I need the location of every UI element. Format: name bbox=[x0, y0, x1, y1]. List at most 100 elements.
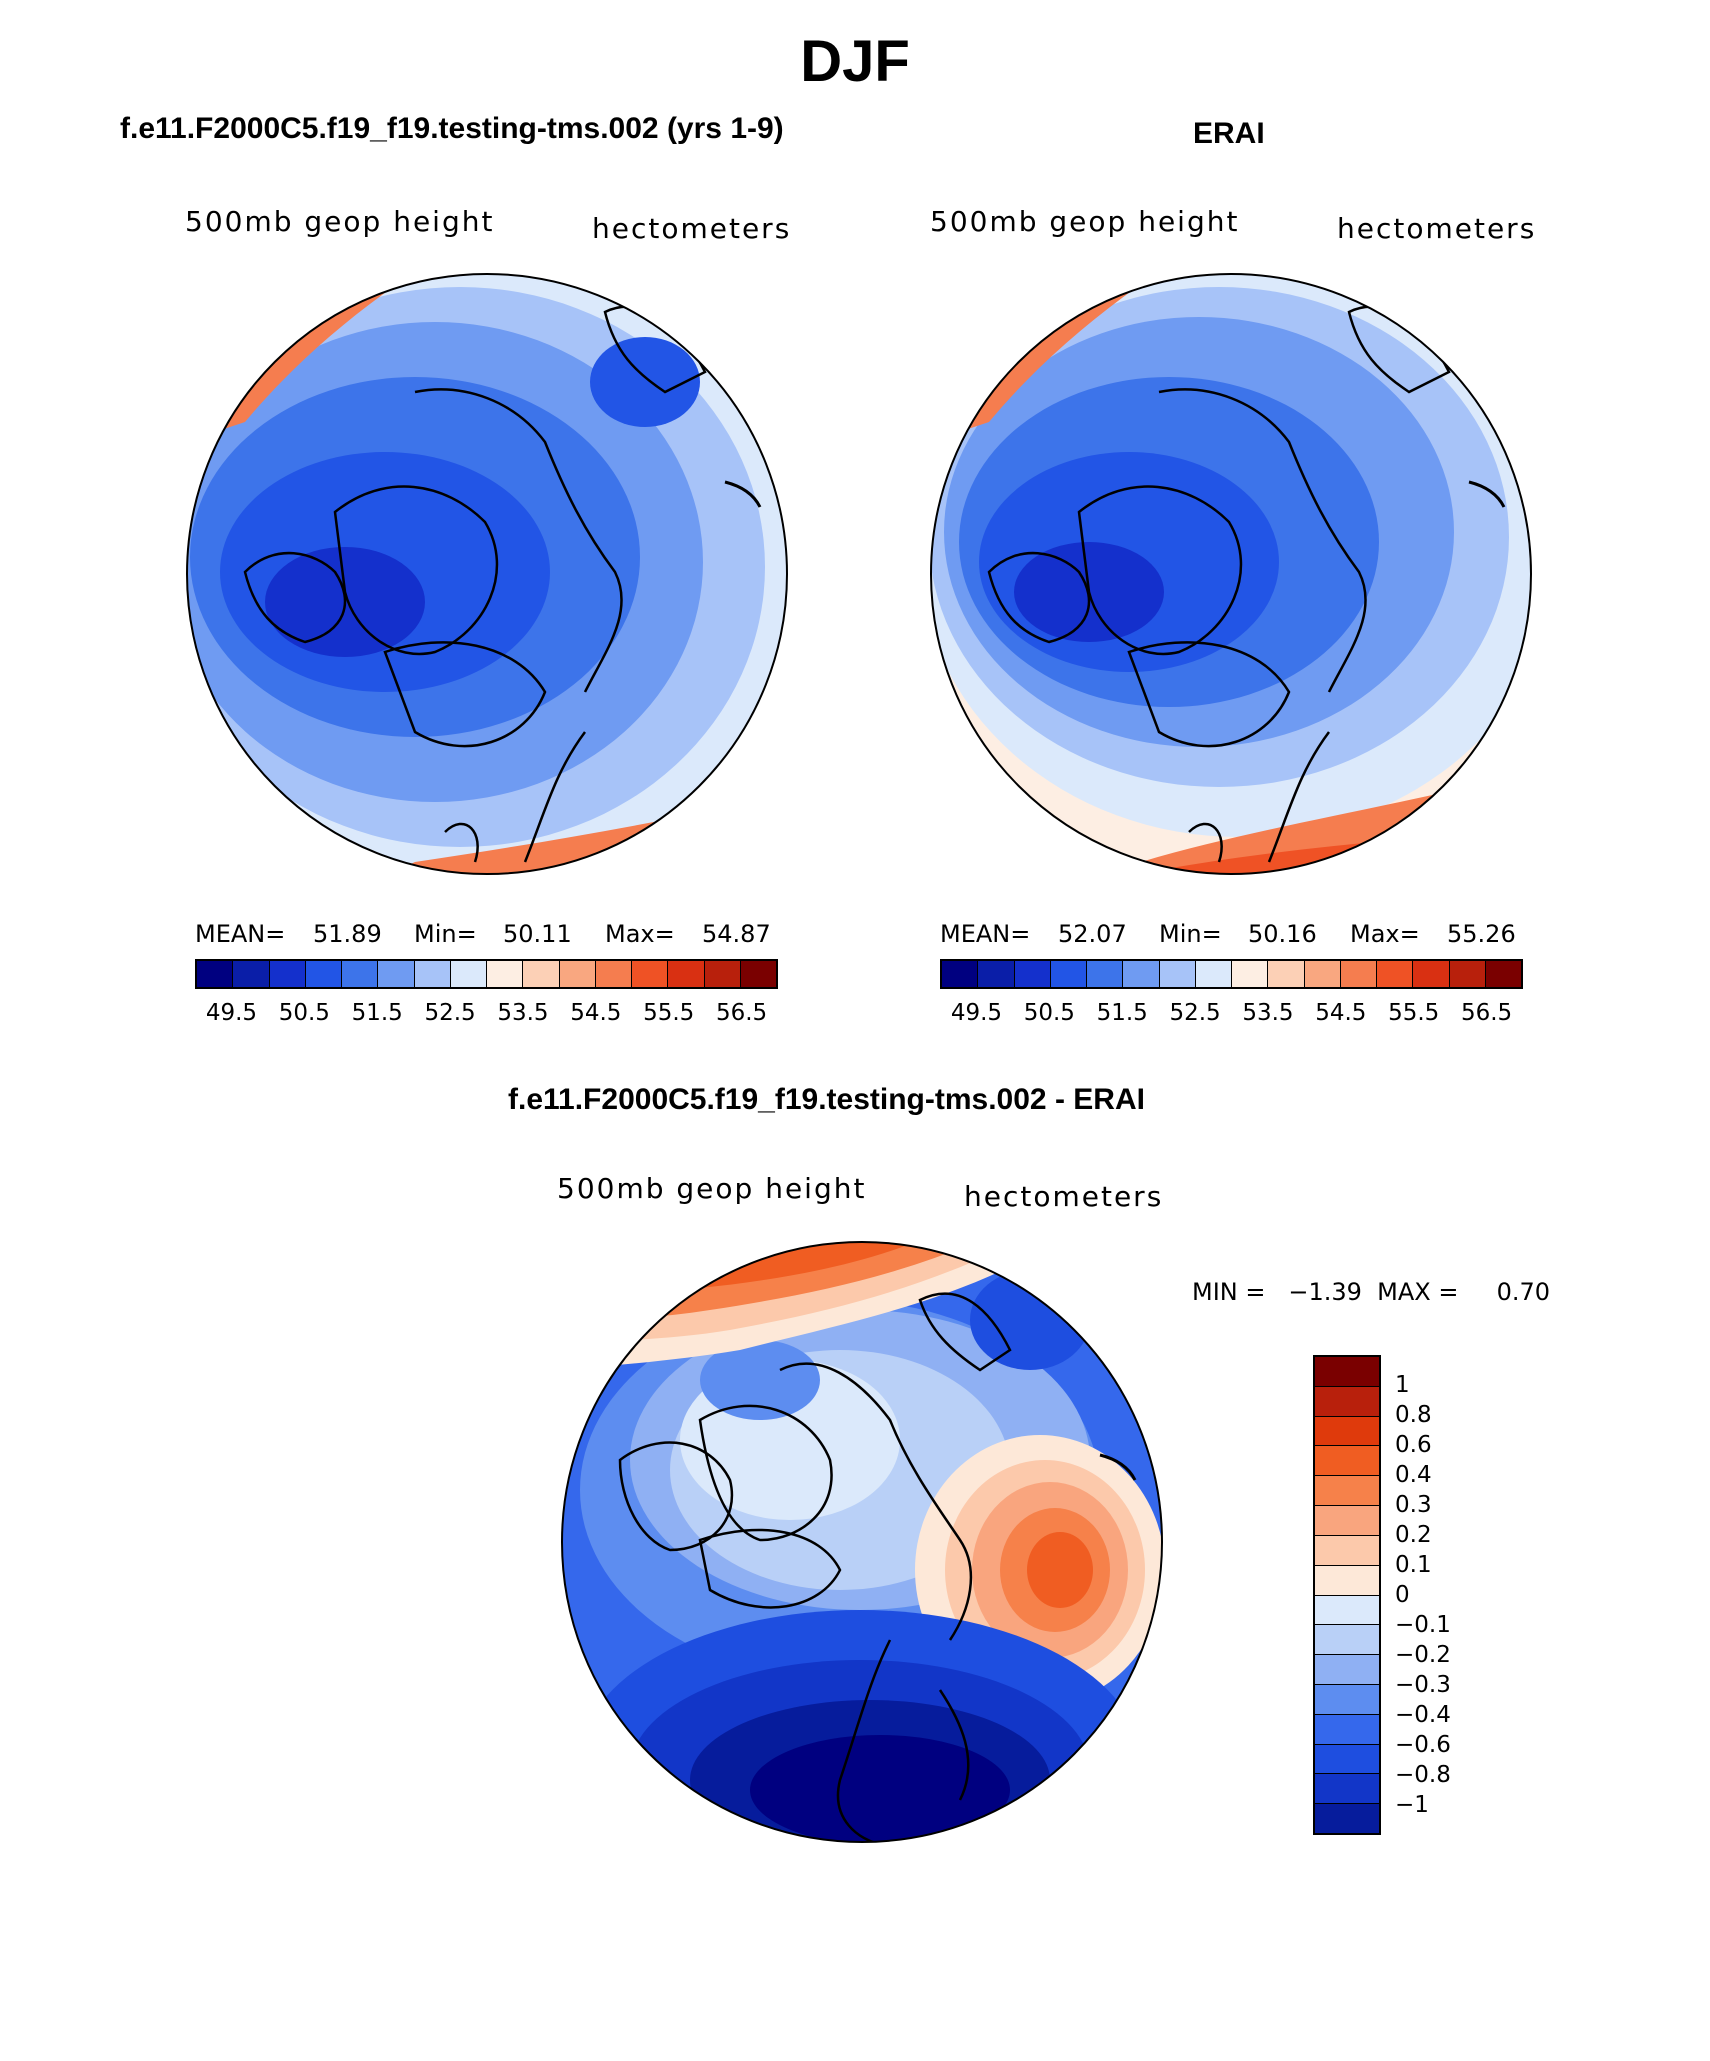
colorbar-swatch bbox=[269, 961, 306, 987]
colorbar-swatch bbox=[1315, 1804, 1379, 1833]
colorbar-tick-label: 54.5 bbox=[570, 1000, 622, 1026]
colorbar-swatch bbox=[740, 961, 776, 987]
colorbar-tick-label: −0.1 bbox=[1395, 1612, 1451, 1638]
diff-panel-title: f.e11.F2000C5.f19_f19.testing-tms.002 - … bbox=[508, 1083, 1145, 1116]
colorbar-tick-label: 53.5 bbox=[1242, 1000, 1294, 1026]
colorbar-tick-label: −0.3 bbox=[1395, 1672, 1451, 1698]
colorbar-tick-label: −0.8 bbox=[1395, 1762, 1451, 1788]
model-min-label: Min= bbox=[414, 920, 477, 948]
obs-units-label: hectometers bbox=[1337, 212, 1537, 245]
colorbar-tick-label: 0.1 bbox=[1395, 1552, 1432, 1578]
colorbar-tick-label: 52.5 bbox=[424, 1000, 476, 1026]
model-mean-label: MEAN= bbox=[195, 920, 286, 948]
colorbar-swatch bbox=[1377, 961, 1414, 987]
model-min-value: 50.11 bbox=[503, 920, 572, 948]
obs-max-value: 55.26 bbox=[1447, 920, 1516, 948]
model-colorbar bbox=[195, 959, 778, 989]
colorbar-tick-label: 55.5 bbox=[643, 1000, 695, 1026]
diff-units-label: hectometers bbox=[964, 1180, 1164, 1213]
colorbar-swatch bbox=[305, 961, 342, 987]
obs-min-value: 50.16 bbox=[1248, 920, 1317, 948]
colorbar-swatch bbox=[1159, 961, 1196, 987]
model-units-label: hectometers bbox=[592, 212, 792, 245]
obs-mean-value: 52.07 bbox=[1058, 920, 1127, 948]
colorbar-swatch bbox=[197, 961, 234, 987]
colorbar-tick-label: −1 bbox=[1395, 1792, 1429, 1818]
colorbar-swatch bbox=[1087, 961, 1124, 987]
colorbar-swatch bbox=[1315, 1655, 1379, 1685]
colorbar-tick-label: 51.5 bbox=[1096, 1000, 1148, 1026]
colorbar-swatch bbox=[1304, 961, 1341, 987]
colorbar-swatch bbox=[342, 961, 379, 987]
obs-max-label: Max= bbox=[1350, 920, 1420, 948]
colorbar-tick-label: 0.4 bbox=[1395, 1462, 1432, 1488]
colorbar-tick-label: 55.5 bbox=[1388, 1000, 1440, 1026]
colorbar-swatch bbox=[1315, 1774, 1379, 1805]
colorbar-swatch bbox=[1315, 1684, 1379, 1715]
colorbar-swatch bbox=[1485, 961, 1521, 987]
colorbar-swatch bbox=[942, 961, 979, 987]
obs-colorbar bbox=[940, 959, 1523, 989]
colorbar-tick-label: 52.5 bbox=[1169, 1000, 1221, 1026]
colorbar-swatch bbox=[1315, 1625, 1379, 1656]
colorbar-tick-label: 49.5 bbox=[950, 1000, 1003, 1026]
colorbar-tick-label: −0.2 bbox=[1395, 1642, 1451, 1668]
colorbar-swatch bbox=[233, 961, 270, 987]
colorbar-tick-label: 49.5 bbox=[205, 1000, 258, 1026]
obs-polar-map bbox=[930, 273, 1532, 875]
colorbar-swatch bbox=[487, 961, 524, 987]
colorbar-swatch bbox=[414, 961, 451, 987]
colorbar-swatch bbox=[523, 961, 560, 987]
colorbar-tick-label: 50.5 bbox=[278, 1000, 330, 1026]
model-max-value: 54.87 bbox=[702, 920, 771, 948]
colorbar-tick-label: 0 bbox=[1395, 1582, 1410, 1608]
model-polar-map bbox=[186, 273, 788, 875]
colorbar-tick-label: 51.5 bbox=[351, 1000, 403, 1026]
colorbar-tick-label: 0.8 bbox=[1395, 1402, 1432, 1428]
colorbar-swatch bbox=[668, 961, 705, 987]
obs-field-label: 500mb geop height bbox=[930, 205, 1240, 238]
model-field-label: 500mb geop height bbox=[185, 205, 495, 238]
colorbar-tick-label: 0.2 bbox=[1395, 1522, 1432, 1548]
colorbar-swatch bbox=[559, 961, 596, 987]
colorbar-tick-label: 56.5 bbox=[715, 1000, 768, 1026]
colorbar-swatch bbox=[1315, 1476, 1379, 1507]
diff-polar-map bbox=[561, 1241, 1163, 1843]
colorbar-tick-label: 53.5 bbox=[497, 1000, 549, 1026]
colorbar-swatch bbox=[1315, 1416, 1379, 1447]
colorbar-swatch bbox=[632, 961, 669, 987]
diff-colorbar bbox=[1313, 1355, 1381, 1835]
colorbar-swatch bbox=[1232, 961, 1269, 987]
colorbar-swatch bbox=[1315, 1357, 1379, 1387]
colorbar-swatch bbox=[1268, 961, 1305, 987]
colorbar-swatch bbox=[1195, 961, 1232, 987]
colorbar-swatch bbox=[704, 961, 741, 987]
colorbar-swatch bbox=[1315, 1506, 1379, 1536]
colorbar-swatch bbox=[1315, 1595, 1379, 1626]
figure-title: DJF bbox=[800, 29, 910, 94]
colorbar-tick-label: −0.4 bbox=[1395, 1702, 1451, 1728]
colorbar-swatch bbox=[1123, 961, 1160, 987]
diff-field-label: 500mb geop height bbox=[557, 1172, 867, 1205]
diff-minmax-text: MIN = −1.39 MAX = 0.70 bbox=[1192, 1278, 1551, 1306]
colorbar-swatch bbox=[1315, 1714, 1379, 1745]
colorbar-swatch bbox=[1315, 1565, 1379, 1596]
colorbar-swatch bbox=[378, 961, 415, 987]
colorbar-swatch bbox=[450, 961, 487, 987]
colorbar-swatch bbox=[1315, 1446, 1379, 1477]
colorbar-tick-label: 0.6 bbox=[1395, 1432, 1432, 1458]
colorbar-swatch bbox=[595, 961, 632, 987]
colorbar-swatch bbox=[1315, 1744, 1379, 1775]
colorbar-swatch bbox=[1050, 961, 1087, 987]
colorbar-swatch bbox=[978, 961, 1015, 987]
colorbar-swatch bbox=[1014, 961, 1051, 987]
colorbar-tick-label: 1 bbox=[1395, 1372, 1410, 1398]
obs-mean-label: MEAN= bbox=[940, 920, 1031, 948]
colorbar-swatch bbox=[1449, 961, 1486, 987]
obs-panel-title: ERAI bbox=[1193, 117, 1265, 150]
obs-min-label: Min= bbox=[1159, 920, 1222, 948]
colorbar-swatch bbox=[1315, 1386, 1379, 1417]
colorbar-swatch bbox=[1340, 961, 1377, 987]
colorbar-swatch bbox=[1413, 961, 1450, 987]
colorbar-tick-label: 54.5 bbox=[1315, 1000, 1367, 1026]
